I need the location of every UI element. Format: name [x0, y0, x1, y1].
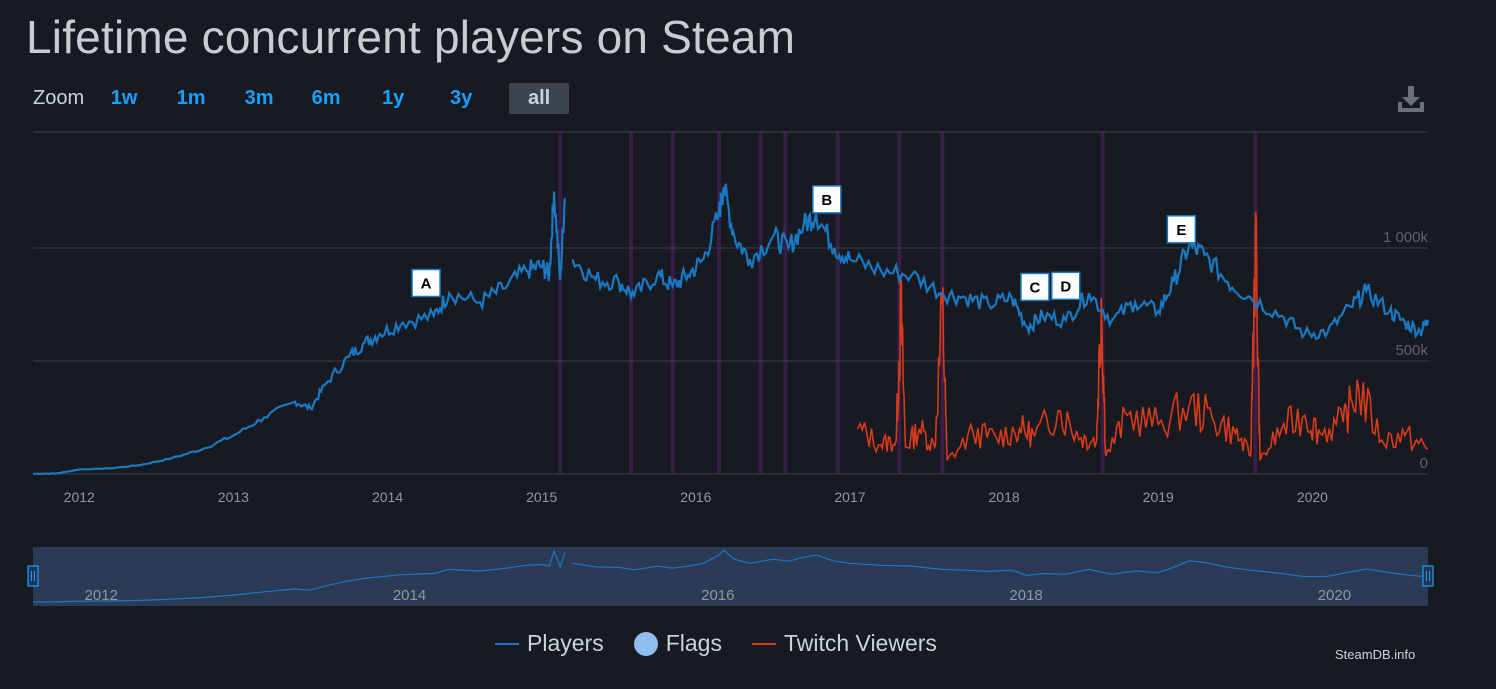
event-band	[758, 132, 763, 474]
x-tick-label: 2014	[372, 489, 403, 505]
flag-label: B	[821, 192, 832, 209]
navigator-tick-label: 2014	[393, 587, 426, 604]
navigator-tick-label: 2020	[1318, 587, 1351, 604]
flag-box	[1020, 272, 1050, 302]
x-tick-label: 2020	[1297, 489, 1328, 505]
x-tick-label: 2017	[834, 489, 865, 505]
credit[interactable]: SteamDB.info	[1335, 647, 1416, 662]
navigator-right-handle[interactable]	[1422, 565, 1434, 587]
handle-box	[1422, 565, 1434, 587]
zoom-all-button[interactable]: all	[509, 82, 570, 114]
legend-flags[interactable]: Flags	[633, 630, 722, 657]
flag-b[interactable]: B	[812, 185, 842, 214]
legend-players[interactable]: Players	[495, 630, 604, 657]
legend-flags-label: Flags	[665, 630, 722, 656]
y-tick-label: 500k	[1395, 342, 1428, 359]
zoom-3m-button[interactable]: 3m	[244, 86, 274, 109]
page-title: Lifetime concurrent players on Steam	[26, 11, 796, 63]
event-band	[783, 132, 788, 474]
flag-label: E	[1176, 222, 1186, 239]
navigator-series	[32, 549, 1429, 603]
navigator-tick-label: 2012	[85, 587, 118, 604]
flag-box	[812, 185, 842, 214]
flag-box	[1166, 215, 1197, 244]
event-band	[558, 132, 563, 474]
zoom-bar: Zoom 1w 1m 3m 6m 1y 3y all	[33, 82, 570, 114]
navigator-left-handle[interactable]	[27, 565, 39, 587]
zoom-label: Zoom	[33, 86, 85, 109]
flag-c[interactable]: C	[1020, 272, 1050, 302]
navigator-tick-label: 2016	[701, 587, 734, 604]
x-tick-label: 2016	[680, 489, 711, 505]
flag-box	[411, 268, 441, 298]
x-tick-label: 2013	[218, 489, 249, 505]
event-band	[716, 132, 721, 474]
navigator-tick-label: 2018	[1009, 587, 1042, 604]
flag-label: D	[1060, 278, 1071, 295]
event-band	[670, 132, 675, 474]
navigator[interactable]: 2012 2014 2016 2018 2020	[27, 547, 1434, 606]
legend-twitch[interactable]: Twitch Viewers	[751, 630, 937, 657]
zoom-1y-button[interactable]: 1y	[382, 86, 405, 109]
event-band	[897, 132, 902, 474]
y-tick-label: 1 000k	[1383, 229, 1429, 246]
y-tick-label: 0	[1420, 455, 1428, 472]
download-icon[interactable]	[1396, 84, 1426, 114]
zoom-6m-button[interactable]: 6m	[311, 86, 341, 109]
zoom-1w-button[interactable]: 1w	[110, 86, 138, 109]
flag-a[interactable]: A	[411, 268, 441, 298]
x-tick-label: 2019	[1143, 489, 1174, 505]
flag-e[interactable]: E	[1166, 215, 1197, 244]
flag-d[interactable]: D	[1051, 271, 1081, 301]
legend: Players Flags Twitch Viewers	[495, 630, 967, 657]
flag-label: A	[421, 275, 432, 292]
x-tick-label: 2015	[526, 489, 557, 505]
players-swatch	[495, 642, 519, 645]
zoom-1m-button[interactable]: 1m	[176, 86, 206, 109]
x-tick-label: 2012	[64, 489, 95, 505]
handle-box	[27, 565, 39, 587]
flag-label: C	[1030, 279, 1041, 296]
twitch-viewers-line	[856, 211, 1429, 461]
x-tick-label: 2018	[989, 489, 1020, 505]
zoom-3y-button[interactable]: 3y	[450, 86, 473, 109]
legend-twitch-label: Twitch Viewers	[783, 630, 937, 656]
twitch-swatch	[751, 642, 776, 645]
players-line	[33, 183, 1430, 476]
event-band	[1100, 132, 1105, 474]
flag-box	[1051, 271, 1081, 301]
legend-players-label: Players	[527, 630, 604, 656]
event-band	[629, 132, 634, 474]
flags-swatch	[633, 631, 658, 656]
event-band	[835, 132, 840, 474]
navigator-background	[33, 547, 1428, 606]
